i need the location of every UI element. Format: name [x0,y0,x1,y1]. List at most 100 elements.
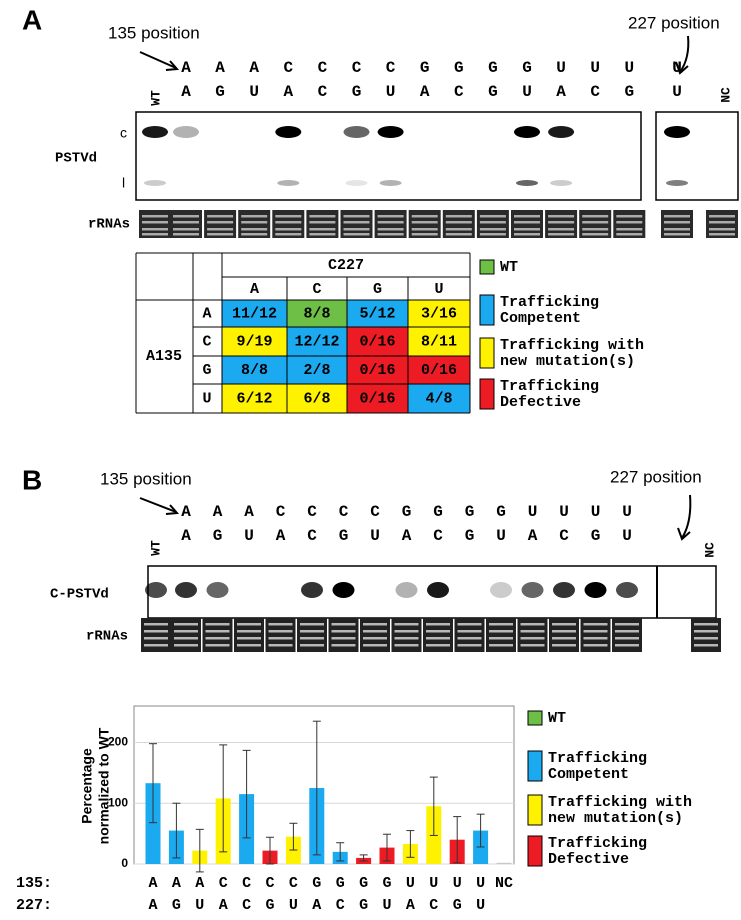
sequence-letter: G [522,59,532,77]
legend-swatch [479,294,495,326]
rrna-band [173,215,199,218]
sequence-letter: U [370,527,380,545]
sequence-letter: A [402,527,412,545]
sequence-letter: C [307,503,317,521]
table-cell [222,327,287,356]
x-tick-label: A [172,875,181,892]
table-cell [347,327,408,356]
sequence-letter: C [307,527,317,545]
gel-band [145,582,167,598]
position-label: 135 position [108,23,200,42]
rrna-band [275,233,302,236]
rrna-band [514,221,540,224]
rrna-band [309,221,336,224]
sequence-letter: A [181,83,191,101]
sequence-letter: U [590,59,600,77]
rrna-band [237,637,261,640]
sequence-letter: C [454,83,464,101]
position-label: 227 position [610,467,702,486]
rrna-band [144,630,168,633]
table-cell-text: 0/16 [359,333,395,350]
rrna-band [457,623,482,626]
x-tick-label: G [265,897,274,914]
arrow-head [677,527,691,541]
rrna-band [445,221,472,224]
rrna-band [479,233,506,236]
gel-band [345,180,368,186]
sequence-letter: G [624,83,634,101]
panel-label: A [22,4,42,35]
rrna-band [664,221,690,224]
gel-label: PSTVd [55,151,97,167]
table-cell-text: 2/8 [303,362,330,379]
table-cell [408,300,470,327]
rrna-band [207,215,234,218]
y-tick-label: 200 [108,735,128,749]
rrna-band [520,623,545,626]
rrna-band [300,623,324,626]
x-tick-label: U [382,897,391,914]
rrna-band [363,644,387,647]
sequence-letter: C [386,59,396,77]
gel-band [548,126,575,138]
rrna-band [207,221,234,224]
arrow-head [165,504,180,515]
sequence-letter: A [181,503,191,521]
table-cell-text: 4/8 [425,390,452,407]
rrna-band [300,637,324,640]
x-tick-label: C [242,875,251,892]
rrna-band [552,623,576,626]
rrna-band [241,228,268,231]
rrna-band [582,221,609,224]
rrna-band [615,623,639,626]
x-tick-label: A [219,897,228,914]
rrna-band [694,637,718,640]
rrna-band [343,221,370,224]
rrna-band [694,623,718,626]
rrna-band [489,623,513,626]
rrna-band [207,233,234,236]
rrna-band [309,228,336,231]
sequence-letter: C [318,59,328,77]
table-cell [408,384,470,413]
gel-band [514,126,540,138]
rrna-band [489,644,513,647]
rrna-band [552,637,576,640]
table-cell-text: 5/12 [359,305,395,322]
sequence-letter: G [215,83,225,101]
gel-band [343,126,370,138]
sequence-letter: U [556,59,566,77]
rrna-band [309,233,336,236]
rrna-band [173,228,199,231]
rrna-band [514,215,540,218]
rrna-band [142,228,168,231]
x-tick-label: G [336,875,345,892]
gel-band [377,126,404,138]
rrna-band [174,623,198,626]
table-cell-text: 8/8 [303,305,330,322]
x-tick-label: C [429,897,438,914]
rrna-band [144,644,168,647]
x-tick-label: C [242,897,251,914]
y-axis-label: normalized to WT [96,727,112,844]
legend-text: Trafficking with [548,794,692,811]
table-cell-text: 0/16 [359,362,395,379]
rrna-band [709,221,735,224]
arrow [679,35,690,73]
sequence-letter: G [488,83,498,101]
arrow [681,494,692,539]
rrna-band [583,630,608,633]
gel-band [175,582,197,598]
sequence-letter: C [339,503,349,521]
x-tick-label: U [195,897,204,914]
gel-label: C-PSTVd [50,587,109,603]
table-column: U [434,281,443,298]
rrna-band [411,228,438,231]
rrna-band [616,221,643,224]
rrna-band [205,644,230,647]
rrna-band [411,233,438,236]
legend-text: Competent [500,310,581,327]
arrow-head [675,61,689,75]
rrna-band [343,228,370,231]
rrna-band [275,221,302,224]
